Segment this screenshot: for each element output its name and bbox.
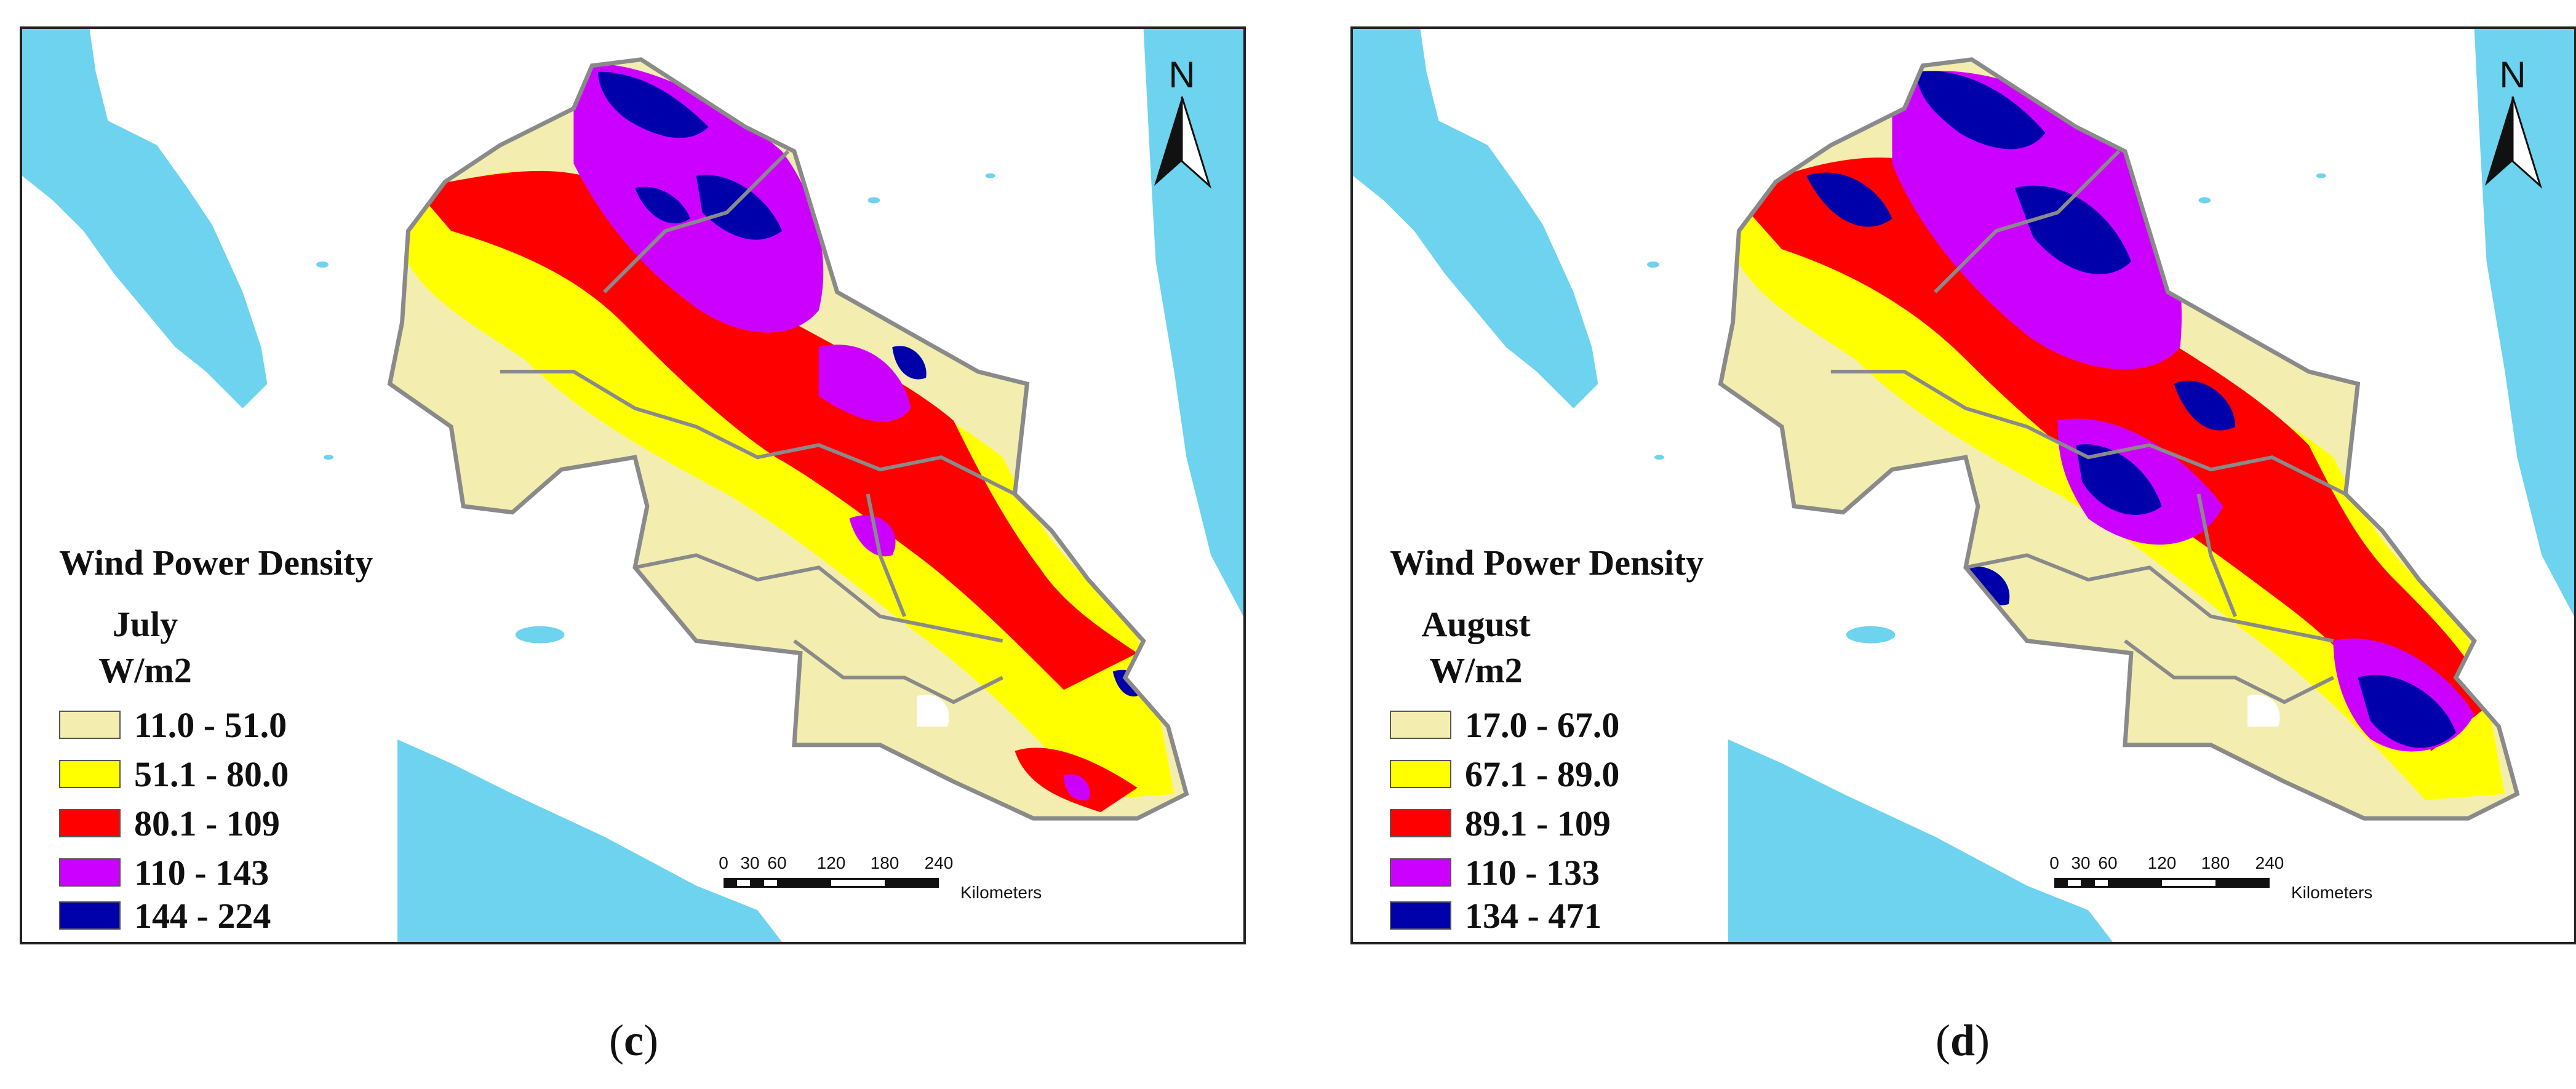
legend-swatch (1390, 711, 1451, 739)
map-canvas-d (1353, 29, 2574, 942)
map-panel-d: N 0 30 60 120 180 240 Kilometers Wind Po… (1350, 26, 2576, 944)
north-arrow-c: N (1148, 50, 1216, 192)
lake-c (515, 626, 565, 644)
panel-caption-d: (d) (1935, 1016, 1990, 1065)
ocean-south-c (365, 738, 783, 942)
legend-month-c: July (112, 604, 178, 644)
legend-item: 51.1 - 80.0 (59, 751, 289, 797)
legend-swatch (59, 711, 121, 739)
legend-item: 110 - 133 (1390, 850, 1600, 895)
wind-density-surface-c (389, 59, 1187, 819)
legend-swatch (1390, 809, 1451, 837)
legend-title-d: Wind Power Density (1390, 543, 1704, 583)
north-label-c: N (1168, 54, 1195, 95)
legend-c: Wind Power Density July W/m2 11.0 - 51.0… (22, 517, 397, 942)
wind-density-surface-d (1720, 59, 2518, 819)
legend-item: 110 - 143 (59, 850, 269, 895)
legend-swatch (59, 858, 121, 887)
legend-swatch (59, 901, 121, 930)
ocean-gulf-c (1143, 29, 1243, 616)
ocean-south-d (1696, 738, 2113, 942)
legend-month-d: August (1421, 604, 1531, 644)
legend-swatch (59, 760, 121, 788)
legend-item: 134 - 471 (1390, 893, 1601, 938)
legend-item: 67.1 - 89.0 (1390, 751, 1619, 797)
map-panel-c: N 0 30 60 120 180 240 Kilometers Wind Po… (20, 26, 1246, 944)
lake-d (1846, 626, 1896, 644)
panel-caption-c: (c) (609, 1016, 658, 1065)
map-canvas-c (22, 29, 1243, 942)
region-outline-c (387, 57, 1189, 821)
region-outline-d (1718, 57, 2520, 821)
north-arrow-d: N (2479, 50, 2546, 192)
legend-item: 11.0 - 51.0 (59, 702, 287, 748)
scale-bar-d: 0 30 60 120 180 240 Kilometers (2049, 853, 2373, 902)
legend-unit-d: W/m2 (1429, 650, 1523, 690)
legend-item: 80.1 - 109 (59, 800, 280, 846)
legend-title-c: Wind Power Density (59, 543, 373, 583)
legend-d: Wind Power Density August W/m2 17.0 - 67… (1353, 517, 1728, 942)
legend-swatch (1390, 901, 1451, 930)
north-label-d: N (2499, 54, 2526, 95)
legend-unit-c: W/m2 (98, 650, 192, 690)
legend-item: 89.1 - 109 (1390, 800, 1611, 846)
ocean-pacific-d (1353, 29, 1598, 409)
legend-swatch (1390, 760, 1451, 788)
ocean-pacific-c (22, 29, 268, 409)
legend-item: 17.0 - 67.0 (1390, 702, 1619, 748)
ocean-gulf-d (2474, 29, 2574, 616)
scale-bar-c: 0 30 60 120 180 240 Kilometers (719, 853, 1042, 902)
legend-item: 144 - 224 (59, 893, 271, 938)
legend-swatch (1390, 858, 1451, 887)
legend-swatch (59, 809, 121, 837)
